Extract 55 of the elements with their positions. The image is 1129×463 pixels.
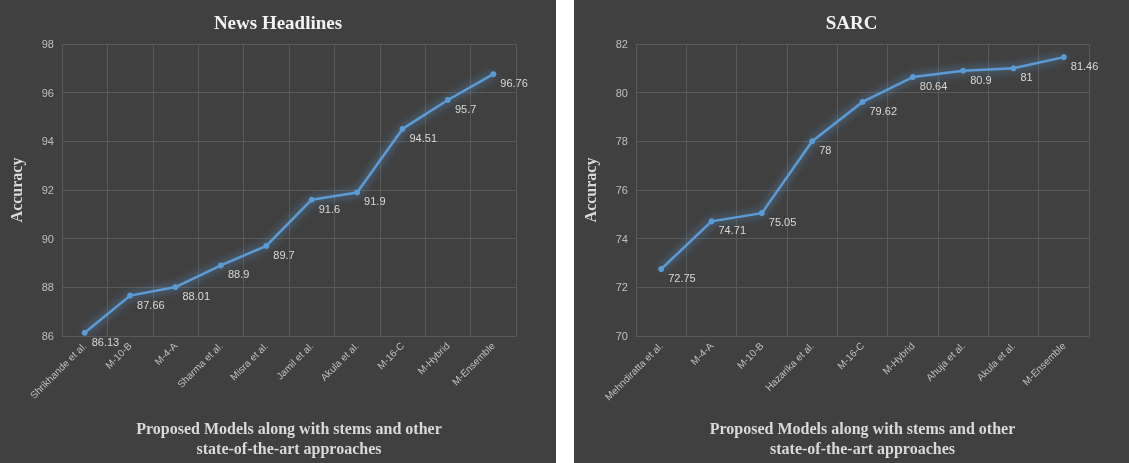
y-tick-label: 70 — [615, 330, 628, 342]
point — [263, 242, 270, 249]
x-axis-title: Proposed Models along with stems and other state-of-the-art approaches — [709, 419, 1016, 458]
y-tick-label: 72 — [615, 281, 628, 294]
point — [308, 196, 315, 203]
point — [172, 284, 179, 291]
point — [960, 67, 967, 74]
data-label: 79.62 — [869, 104, 898, 117]
point — [399, 125, 406, 132]
data-label: 91.9 — [364, 195, 386, 208]
data-label: 72.75 — [668, 272, 696, 285]
y-tick-label: 78 — [615, 135, 628, 148]
y-tick-label: 98 — [41, 38, 54, 50]
data-label: 87.66 — [137, 298, 165, 311]
data-label: 94.51 — [409, 131, 438, 144]
data-label: 81 — [1020, 71, 1033, 84]
data-label: 81.46 — [1070, 60, 1099, 73]
y-tick-label: 90 — [41, 232, 54, 245]
point — [490, 71, 497, 78]
chart-title: News Headlines — [213, 12, 343, 33]
point — [909, 74, 916, 81]
point — [444, 96, 451, 103]
x-axis-title: Proposed Models along with stems and other state-of-the-art approaches — [136, 419, 442, 458]
y-axis-title: Accuracy — [581, 157, 600, 223]
y-tick-label: 76 — [615, 184, 628, 196]
data-label: 95.7 — [454, 102, 477, 115]
point — [658, 266, 665, 273]
y-tick-label: 88 — [41, 281, 54, 294]
data-label: 74.71 — [718, 224, 747, 237]
y-tick-label: 96 — [41, 86, 54, 99]
point — [758, 210, 765, 217]
data-label: 80.9 — [970, 73, 992, 86]
point — [1060, 54, 1067, 61]
y-tick-label: 82 — [615, 38, 628, 50]
y-tick-label: 74 — [615, 232, 628, 245]
data-label: 89.7 — [273, 248, 295, 261]
data-label: 80.64 — [919, 80, 948, 93]
chart-title: SARC — [825, 12, 878, 33]
y-axis-title: Accuracy — [7, 157, 26, 223]
point — [809, 138, 816, 145]
data-label: 91.6 — [318, 202, 341, 215]
y-tick-label: 94 — [41, 135, 54, 148]
y-tick-label: 92 — [41, 184, 54, 196]
point — [81, 329, 88, 336]
data-label: 88.01 — [182, 290, 211, 303]
data-label: 78 — [819, 144, 832, 157]
data-label: 96.76 — [500, 77, 528, 90]
point — [354, 189, 361, 196]
point — [217, 262, 224, 269]
y-tick-label: 86 — [41, 330, 54, 342]
data-label: 88.9 — [227, 268, 250, 281]
data-label: 75.05 — [768, 216, 797, 229]
point — [127, 292, 134, 299]
y-tick-label: 80 — [615, 86, 628, 99]
point — [859, 98, 866, 105]
